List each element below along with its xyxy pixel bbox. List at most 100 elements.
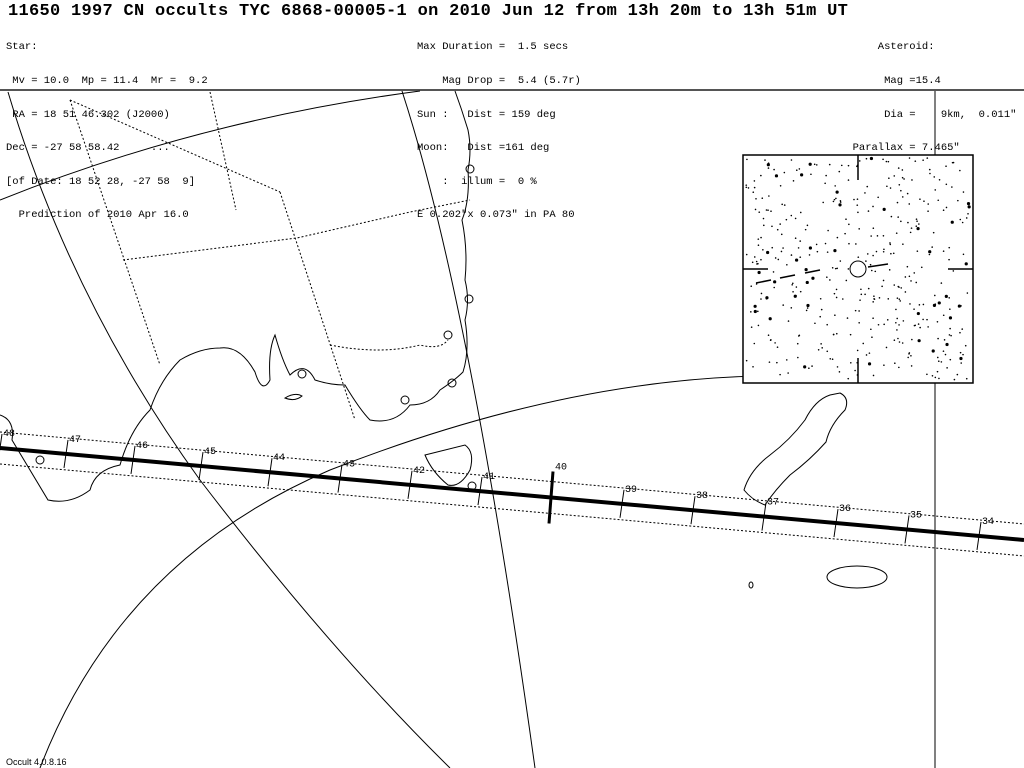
- star-dot: [779, 373, 781, 376]
- star-dot: [950, 334, 952, 337]
- star-dot: [936, 356, 939, 359]
- minute-tick: [267, 458, 273, 487]
- star-dot: [826, 323, 828, 326]
- star-dot: [847, 377, 850, 380]
- star-dot: [792, 180, 795, 182]
- star-dot: [897, 167, 900, 169]
- star-dot: [944, 353, 947, 356]
- star-dot: [839, 260, 842, 262]
- star-dot: [753, 309, 757, 314]
- minute-label: 42: [413, 466, 425, 477]
- minute-tick: [976, 521, 982, 550]
- star-dot: [858, 160, 861, 162]
- minute-label: 36: [839, 504, 851, 515]
- star-dot: [766, 250, 770, 255]
- star-dot: [850, 361, 852, 364]
- star-dot: [835, 288, 838, 291]
- star-dot: [922, 159, 924, 161]
- star-dot: [790, 307, 793, 309]
- star-dot: [961, 221, 964, 224]
- star-dot: [822, 201, 824, 204]
- star-dot: [774, 174, 779, 178]
- star-dot: [882, 279, 885, 282]
- star-dot: [836, 366, 839, 368]
- asteroid-motion: [867, 263, 889, 268]
- state-border: [69, 99, 281, 193]
- star-dot: [942, 350, 945, 352]
- star-dot: [956, 373, 959, 376]
- grid-curve: [0, 90, 421, 201]
- star-dot: [915, 281, 918, 284]
- event-line: Max Duration = 1.5 secs: [417, 41, 569, 54]
- star-dot: [776, 228, 779, 231]
- star-dot: [920, 266, 923, 269]
- star-dot: [794, 217, 797, 220]
- star-dot: [945, 165, 947, 168]
- minute-label: 38: [696, 491, 708, 502]
- star-dot: [835, 296, 838, 299]
- star-line: Dec = -27 58 58.42 ...: [6, 142, 170, 155]
- event-line: Mag Drop = 5.4 (5.7r): [417, 75, 581, 88]
- star-dot: [886, 319, 889, 321]
- star-dot: [897, 285, 900, 288]
- star-dot: [745, 359, 748, 362]
- star-dot: [795, 286, 798, 288]
- star-dot: [799, 256, 802, 258]
- star-dot: [806, 307, 809, 309]
- star-dot: [819, 297, 822, 300]
- star-dot: [895, 321, 897, 324]
- state-border: [209, 91, 237, 211]
- star-dot: [815, 243, 818, 246]
- star-finder-chart: [742, 154, 974, 384]
- event-line: : illum = 0 %: [417, 175, 537, 188]
- star-dot: [790, 214, 793, 217]
- state-border: [329, 339, 449, 351]
- star-dot: [907, 221, 909, 224]
- star-dot: [960, 362, 963, 364]
- star-dot: [808, 162, 812, 166]
- star-dot: [959, 169, 961, 172]
- star-dot: [786, 263, 788, 266]
- star-dot: [768, 317, 772, 321]
- star-dot: [872, 227, 875, 230]
- star-dot: [835, 190, 839, 194]
- star-dot: [894, 362, 896, 365]
- star-dot: [752, 191, 755, 194]
- minute-tick: [833, 509, 839, 538]
- star-dot: [906, 265, 909, 268]
- grid-curve: [39, 375, 761, 768]
- state-border: [279, 191, 356, 421]
- star-dot: [865, 354, 868, 356]
- star-dot: [799, 240, 802, 242]
- star-dot: [750, 285, 753, 288]
- star-dot: [901, 342, 904, 344]
- star-dot: [882, 207, 886, 211]
- star-dot: [895, 232, 898, 234]
- star-dot: [948, 334, 951, 336]
- star-dot: [757, 238, 760, 240]
- event-info: Max Duration = 1.5 secs Mag Drop = 5.4 (…: [417, 20, 581, 244]
- star-dot: [918, 304, 921, 306]
- star-dot: [878, 297, 881, 299]
- star-dot: [811, 276, 815, 280]
- star-dot: [965, 217, 968, 219]
- star-dot: [966, 202, 971, 206]
- star-dot: [782, 304, 785, 306]
- star-dot: [906, 192, 909, 195]
- star-dot: [780, 250, 783, 253]
- star-dot: [893, 175, 896, 177]
- star-dot: [910, 227, 913, 229]
- star-dot: [904, 276, 907, 278]
- star-dot: [933, 305, 936, 307]
- star-dot: [867, 210, 870, 212]
- star-dot: [927, 203, 930, 205]
- star-dot: [854, 309, 857, 312]
- header-divider: [0, 89, 1024, 91]
- star-dot: [810, 173, 812, 176]
- star-dot: [943, 339, 946, 341]
- star-dot: [757, 244, 760, 247]
- star-dot: [964, 262, 968, 266]
- star-dot: [792, 282, 794, 285]
- star-dot: [864, 192, 866, 194]
